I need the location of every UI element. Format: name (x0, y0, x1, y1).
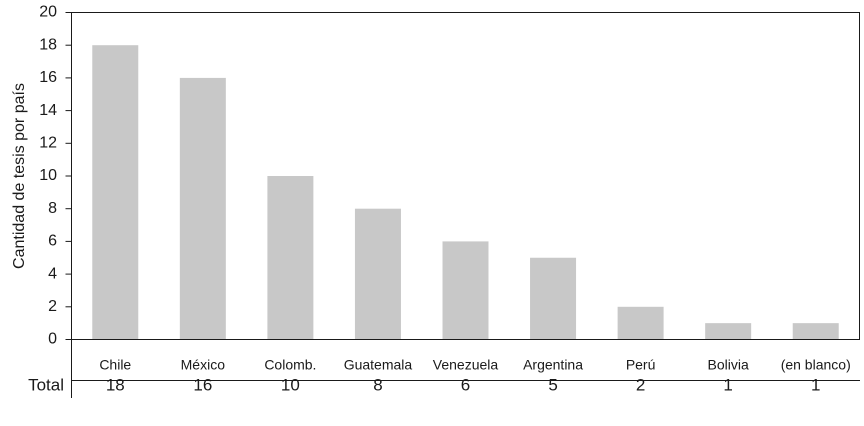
bar-2 (267, 176, 314, 340)
y-tick-label: 10 (39, 167, 57, 184)
total-value: 6 (461, 375, 470, 394)
total-row-label: Total (28, 375, 64, 394)
y-tick-label: 12 (39, 135, 57, 152)
y-tick-label: 20 (39, 4, 57, 21)
y-tick-label: 6 (48, 233, 57, 250)
bar-1 (179, 77, 226, 340)
x-tick-label: (en blanco) (781, 357, 851, 373)
x-tick-label: Argentina (523, 357, 583, 373)
bar-6 (617, 306, 664, 340)
x-tick-label: Perú (626, 357, 656, 373)
x-tick-label: México (181, 357, 226, 373)
total-value: 18 (106, 375, 125, 394)
y-tick-label: 4 (48, 265, 57, 282)
total-value: 1 (811, 375, 820, 394)
x-tick-labels: Chile México Colomb. Guatemala Venezuela Arge… (99, 357, 850, 373)
bar-4 (442, 241, 489, 340)
bar-8 (792, 323, 839, 340)
bar-5 (530, 257, 577, 340)
total-value: 8 (373, 375, 382, 394)
x-tick-label: Colomb. (264, 357, 316, 373)
y-axis-label: Cantidad de tesis por país (11, 83, 28, 269)
x-tick-label: Bolivia (708, 357, 749, 373)
total-value: 5 (548, 375, 557, 394)
total-value: 2 (636, 375, 645, 394)
total-row-values: 18 16 10 8 6 5 2 1 1 (106, 375, 821, 394)
y-tick-label: 16 (39, 69, 57, 86)
x-tick-label: Chile (99, 357, 131, 373)
total-value: 10 (281, 375, 300, 394)
bar-0 (92, 45, 139, 340)
y-tick-label: 14 (39, 102, 57, 119)
bars-group (92, 45, 839, 340)
y-tick-label: 2 (48, 298, 57, 315)
y-tick-label: 18 (39, 36, 57, 53)
total-value: 16 (193, 375, 212, 394)
total-value: 1 (723, 375, 732, 394)
x-tick-label: Venezuela (433, 357, 499, 373)
bar-3 (354, 208, 401, 340)
y-tick-labels: 0 2 4 6 8 10 12 14 16 18 20 (39, 4, 72, 348)
bar-7 (705, 323, 752, 340)
y-tick-label: 0 (48, 331, 57, 348)
x-tick-label: Guatemala (344, 357, 413, 373)
y-tick-label: 8 (48, 200, 57, 217)
